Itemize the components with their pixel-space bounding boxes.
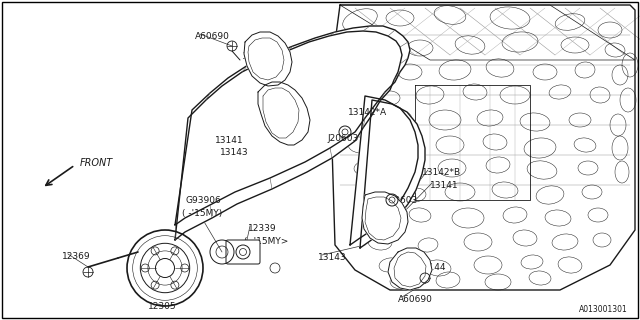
Text: G93906: G93906 [185, 196, 221, 205]
Text: 13141: 13141 [215, 136, 244, 145]
Text: 12339: 12339 [248, 224, 276, 233]
Text: 12369: 12369 [62, 252, 91, 261]
Text: 13144: 13144 [242, 52, 271, 61]
Polygon shape [388, 248, 432, 290]
Polygon shape [350, 96, 418, 245]
Text: 13142*B: 13142*B [422, 168, 461, 177]
FancyBboxPatch shape [226, 240, 260, 264]
Text: 13144: 13144 [418, 263, 447, 272]
Polygon shape [258, 82, 310, 145]
Text: J20603: J20603 [386, 196, 417, 205]
Text: J20603: J20603 [327, 134, 358, 143]
Text: 13142*A: 13142*A [348, 108, 387, 117]
Text: 13143: 13143 [318, 253, 347, 262]
Polygon shape [244, 32, 292, 86]
Polygon shape [360, 100, 425, 248]
Text: A013001301: A013001301 [579, 305, 628, 314]
Polygon shape [175, 31, 402, 240]
Text: 13143: 13143 [220, 148, 248, 157]
Text: 13141: 13141 [430, 181, 459, 190]
Text: A60690: A60690 [398, 295, 433, 304]
Text: ( -'15MY): ( -'15MY) [182, 209, 222, 218]
Text: A60690: A60690 [195, 32, 230, 41]
Text: 12305: 12305 [148, 302, 177, 311]
Polygon shape [362, 192, 408, 244]
Text: ( -'15MY>: ( -'15MY> [244, 237, 289, 246]
Polygon shape [330, 5, 635, 290]
Polygon shape [175, 26, 410, 225]
Text: FRONT: FRONT [80, 158, 113, 168]
